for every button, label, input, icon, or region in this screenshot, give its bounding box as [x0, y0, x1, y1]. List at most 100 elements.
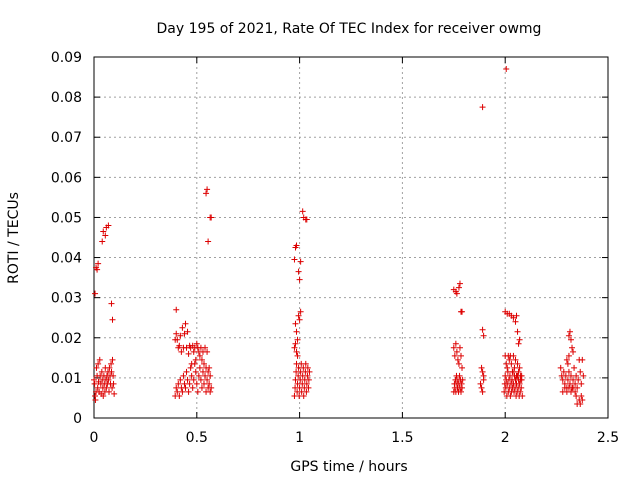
- data-point: [570, 376, 577, 383]
- data-point: [302, 360, 309, 367]
- data-point: [304, 364, 311, 371]
- data-point: [181, 330, 188, 337]
- y-tick-label: 0.02: [51, 331, 82, 347]
- data-point: [573, 392, 580, 399]
- data-point: [202, 372, 209, 379]
- y-tick-label: 0.07: [51, 130, 82, 146]
- data-point: [109, 316, 116, 323]
- data-point: [111, 390, 118, 397]
- data-point: [208, 384, 215, 391]
- data-point: [95, 260, 102, 267]
- y-axis-title: ROTI / TECUs: [6, 192, 22, 284]
- data-point: [295, 268, 302, 275]
- data-point: [193, 340, 200, 347]
- data-point: [182, 320, 189, 327]
- data-point: [515, 340, 522, 347]
- data-point: [510, 352, 517, 359]
- data-point: [569, 344, 576, 351]
- data-point: [94, 266, 101, 273]
- data-point: [204, 186, 211, 193]
- x-tick-label: 2: [501, 430, 510, 446]
- data-point: [208, 214, 215, 221]
- data-point: [571, 364, 578, 371]
- data-point: [512, 356, 519, 363]
- data-point: [173, 384, 180, 391]
- data-point: [196, 364, 203, 371]
- data-point: [516, 380, 523, 387]
- data-point: [186, 380, 193, 387]
- data-point: [459, 364, 466, 371]
- data-point: [516, 364, 523, 371]
- data-point: [503, 66, 510, 73]
- x-tick-label: 1: [295, 430, 304, 446]
- data-point: [207, 372, 214, 379]
- data-point: [292, 340, 299, 347]
- data-point: [517, 388, 524, 395]
- y-tick-label: 0.09: [51, 50, 82, 66]
- data-point: [206, 380, 213, 387]
- data-point: [185, 388, 192, 395]
- data-point: [454, 356, 461, 363]
- data-point: [293, 328, 300, 335]
- data-point: [180, 372, 187, 379]
- data-point: [205, 238, 212, 245]
- data-point: [94, 384, 101, 391]
- axis-ticks: 0 0.01 0.02 0.03 0.04 0.05 0.06 0.07 0.08 0.09 0 0.…: [51, 50, 619, 446]
- data-point: [300, 392, 307, 399]
- data-point: [174, 336, 181, 343]
- data-point: [174, 388, 181, 395]
- data-point: [479, 104, 486, 111]
- data-point: [299, 208, 306, 215]
- data-point: [457, 388, 464, 395]
- data-point: [110, 380, 117, 387]
- data-point: [455, 360, 462, 367]
- data-point: [566, 380, 573, 387]
- y-tick-label: 0.05: [51, 210, 82, 226]
- data-point: [479, 368, 486, 375]
- data-point: [517, 372, 524, 379]
- data-point: [182, 384, 189, 391]
- data-point: [578, 380, 585, 387]
- data-point: [565, 368, 572, 375]
- data-point: [513, 312, 520, 319]
- chart-title: Day 195 of 2021, Rate Of TEC Index for r…: [157, 21, 542, 37]
- data-point: [296, 276, 303, 283]
- data-point: [305, 376, 312, 383]
- data-points: [91, 66, 587, 407]
- data-point: [456, 280, 463, 287]
- data-point: [515, 368, 522, 375]
- data-point: [572, 388, 579, 395]
- data-point: [504, 364, 511, 371]
- data-point: [506, 356, 513, 363]
- data-point: [297, 308, 304, 315]
- x-tick-label: 1.5: [391, 430, 413, 446]
- data-point: [565, 332, 572, 339]
- data-point: [105, 376, 112, 383]
- data-point: [579, 396, 586, 403]
- data-point: [177, 332, 184, 339]
- data-point: [563, 356, 570, 363]
- data-point: [198, 384, 205, 391]
- data-point: [192, 368, 199, 375]
- data-point: [108, 360, 115, 367]
- data-point: [510, 314, 517, 321]
- data-point: [570, 384, 577, 391]
- x-tick-label: 2.5: [597, 430, 619, 446]
- data-point: [194, 388, 201, 395]
- data-point: [304, 372, 311, 379]
- data-point: [478, 364, 485, 371]
- data-point: [204, 348, 211, 355]
- data-point: [294, 352, 301, 359]
- x-axis-title: GPS time / hours: [290, 459, 407, 475]
- data-point: [303, 380, 310, 387]
- data-point: [451, 352, 458, 359]
- data-point: [559, 376, 566, 383]
- data-point: [570, 348, 577, 355]
- data-point: [291, 256, 298, 263]
- data-point: [179, 388, 186, 395]
- data-point: [108, 368, 115, 375]
- data-point: [518, 384, 525, 391]
- data-point: [294, 336, 301, 343]
- y-tick-label: 0.08: [51, 90, 82, 106]
